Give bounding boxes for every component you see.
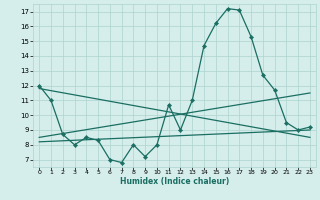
X-axis label: Humidex (Indice chaleur): Humidex (Indice chaleur) (120, 177, 229, 186)
